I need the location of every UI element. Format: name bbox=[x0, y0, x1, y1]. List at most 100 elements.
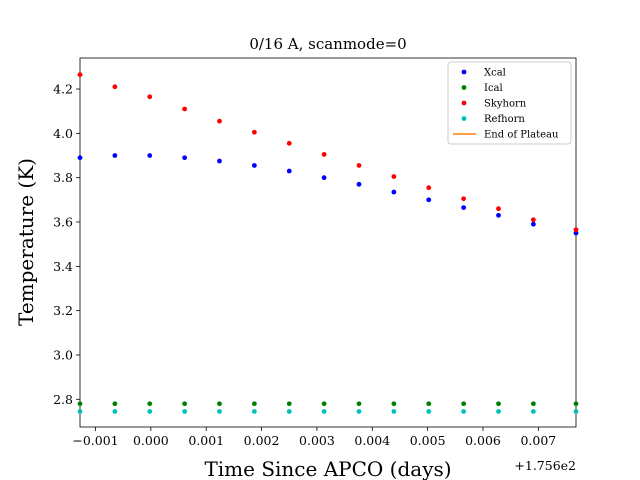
data-point-refhorn bbox=[356, 409, 362, 414]
data-point-ical bbox=[530, 401, 536, 407]
data-point-refhorn bbox=[391, 409, 397, 414]
chart-title: 0/16 A, scanmode=0 bbox=[249, 35, 406, 53]
data-point-xcal bbox=[321, 175, 327, 181]
data-point-refhorn bbox=[286, 409, 292, 414]
legend-label-xcal: Xcal bbox=[484, 68, 506, 79]
data-point-xcal bbox=[147, 153, 153, 158]
data-point-xcal bbox=[112, 153, 118, 158]
plot-frame bbox=[79, 57, 577, 428]
x-axis-label: Time Since APCO (days) bbox=[204, 457, 451, 480]
data-point-refhorn bbox=[496, 409, 501, 414]
data-point-skyhorn bbox=[573, 227, 579, 233]
data-point-ical bbox=[286, 401, 292, 407]
data-point-xcal bbox=[461, 205, 467, 210]
legend-marker-xcal bbox=[461, 69, 467, 75]
data-point-ical bbox=[147, 401, 153, 407]
legend-label-ical: Ical bbox=[484, 83, 503, 94]
data-point-skyhorn bbox=[251, 129, 257, 135]
y-tick-label: 3.4 bbox=[53, 259, 73, 274]
x-tick-label: 0.001 bbox=[188, 433, 224, 448]
legend-marker-ical bbox=[461, 85, 467, 90]
legend-label-skyhorn: Skyhorn bbox=[484, 99, 527, 110]
data-point-refhorn bbox=[426, 409, 432, 414]
data-point-skyhorn bbox=[112, 84, 118, 90]
legend-marker-skyhorn bbox=[461, 100, 467, 106]
x-tick-label: 0.000 bbox=[133, 433, 169, 448]
data-point-skyhorn bbox=[321, 152, 327, 157]
y-tick-label: 4.0 bbox=[53, 126, 73, 141]
data-point-xcal bbox=[573, 230, 579, 236]
data-point-ical bbox=[217, 401, 222, 407]
y-tick-label: 4.2 bbox=[53, 82, 73, 97]
x-axis: −0.001 0.000 0.001 0.002 0.003 0.004 0.005 0.00… bbox=[72, 427, 556, 448]
series-skyhorn bbox=[77, 72, 579, 233]
data-point-ical bbox=[321, 401, 327, 407]
x-tick-label: −0.001 bbox=[72, 433, 118, 448]
x-tick-label: 0.002 bbox=[244, 433, 280, 448]
data-point-refhorn bbox=[147, 409, 153, 414]
y-axis: 2.8 3.0 3.2 3.4 3.6 3.8 4.0 4.2 bbox=[53, 82, 80, 407]
data-point-refhorn bbox=[530, 409, 536, 414]
data-point-ical bbox=[356, 401, 362, 407]
data-point-skyhorn bbox=[356, 163, 362, 168]
legend-marker-refhorn bbox=[461, 116, 467, 121]
x-offset-label: +1.756e2 bbox=[514, 458, 576, 473]
data-point-skyhorn bbox=[530, 217, 536, 223]
data-point-refhorn bbox=[321, 409, 327, 414]
data-point-skyhorn bbox=[391, 174, 397, 179]
legend: Xcal Ical Skyhorn Refhorn End of Plateau bbox=[447, 61, 572, 145]
data-point-ical bbox=[77, 401, 83, 407]
data-point-ical bbox=[461, 401, 467, 407]
data-point-xcal bbox=[286, 168, 292, 174]
data-point-skyhorn bbox=[217, 118, 222, 124]
data-point-refhorn bbox=[573, 409, 579, 414]
data-point-refhorn bbox=[217, 409, 222, 414]
data-point-xcal bbox=[77, 155, 83, 161]
data-point-xcal bbox=[391, 189, 397, 195]
series-xcal bbox=[77, 153, 579, 236]
x-tick-label: 0.004 bbox=[354, 433, 390, 448]
data-point-xcal bbox=[496, 212, 501, 218]
data-point-ical bbox=[426, 401, 432, 407]
data-point-ical bbox=[496, 401, 501, 407]
data-point-skyhorn bbox=[496, 206, 501, 212]
y-tick-label: 2.8 bbox=[53, 392, 73, 407]
y-axis-label: Temperature (K) bbox=[14, 158, 38, 326]
legend-box bbox=[447, 61, 572, 145]
data-point-refhorn bbox=[112, 409, 118, 414]
x-tick-label: 0.006 bbox=[465, 433, 501, 448]
y-tick-label: 3.2 bbox=[53, 303, 73, 318]
data-point-xcal bbox=[182, 155, 188, 161]
data-point-skyhorn bbox=[182, 106, 188, 112]
y-tick-label: 3.8 bbox=[53, 170, 73, 185]
data-point-ical bbox=[112, 401, 118, 407]
data-point-skyhorn bbox=[461, 196, 467, 202]
data-point-refhorn bbox=[461, 409, 467, 414]
y-tick-label: 3.0 bbox=[53, 347, 73, 362]
series-refhorn bbox=[77, 409, 579, 414]
data-point-refhorn bbox=[77, 409, 83, 414]
data-point-refhorn bbox=[251, 409, 257, 414]
data-point-skyhorn bbox=[426, 185, 432, 191]
x-tick-label: 0.003 bbox=[299, 433, 335, 448]
data-point-skyhorn bbox=[147, 94, 153, 100]
plot-area bbox=[79, 57, 577, 428]
series-ical bbox=[77, 401, 579, 407]
legend-label-end-of-plateau: End of Plateau bbox=[484, 130, 559, 141]
x-tick-label: 0.007 bbox=[520, 433, 556, 448]
data-point-ical bbox=[573, 401, 579, 407]
data-point-xcal bbox=[356, 181, 362, 187]
data-point-ical bbox=[251, 401, 257, 407]
data-point-ical bbox=[182, 401, 188, 407]
data-point-ical bbox=[391, 401, 397, 407]
data-point-xcal bbox=[426, 197, 432, 203]
data-point-xcal bbox=[217, 158, 222, 164]
data-point-refhorn bbox=[182, 409, 188, 414]
legend-label-refhorn: Refhorn bbox=[484, 114, 525, 125]
x-tick-label: 0.005 bbox=[410, 433, 446, 448]
data-point-skyhorn bbox=[77, 72, 83, 78]
y-tick-label: 3.6 bbox=[53, 215, 73, 230]
data-point-skyhorn bbox=[286, 140, 292, 146]
data-points bbox=[77, 72, 579, 414]
